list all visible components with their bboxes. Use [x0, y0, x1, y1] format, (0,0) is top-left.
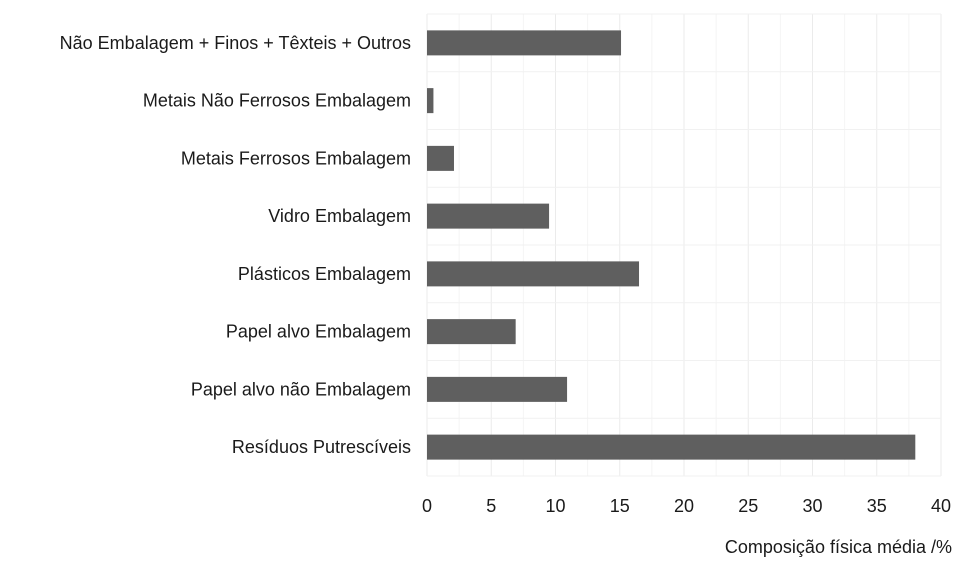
category-label: Papel alvo Embalagem	[226, 322, 411, 342]
bar	[427, 88, 434, 114]
category-label: Não Embalagem + Finos + Têxteis + Outros	[60, 33, 411, 53]
x-tick-label: 0	[422, 496, 432, 516]
x-tick-label: 40	[931, 496, 951, 516]
x-tick-label: 30	[802, 496, 822, 516]
x-tick-label: 15	[610, 496, 630, 516]
bar	[427, 145, 454, 171]
x-tick-labels: 0 5 10 15 20 25 30 35 40	[422, 496, 951, 516]
bar	[427, 434, 916, 460]
bar	[427, 30, 622, 56]
category-label: Plásticos Embalagem	[238, 264, 411, 284]
category-label: Metais Ferrosos Embalagem	[181, 148, 411, 168]
grid-lines	[426, 13, 942, 477]
category-label: Vidro Embalagem	[268, 206, 411, 226]
x-tick-label: 35	[867, 496, 887, 516]
bar	[427, 376, 568, 402]
bar	[427, 261, 640, 287]
x-axis-title: Composição física média /%	[725, 537, 952, 557]
x-tick-label: 25	[738, 496, 758, 516]
bar	[427, 203, 550, 229]
bars	[427, 30, 916, 460]
category-label: Resíduos Putrescíveis	[232, 437, 411, 457]
bar	[427, 319, 516, 345]
category-labels: Não Embalagem + Finos + Têxteis + Outros…	[60, 33, 411, 457]
x-tick-label: 20	[674, 496, 694, 516]
category-label: Papel alvo não Embalagem	[191, 379, 411, 399]
category-label: Metais Não Ferrosos Embalagem	[143, 91, 411, 111]
x-tick-label: 5	[486, 496, 496, 516]
x-tick-label: 10	[545, 496, 565, 516]
